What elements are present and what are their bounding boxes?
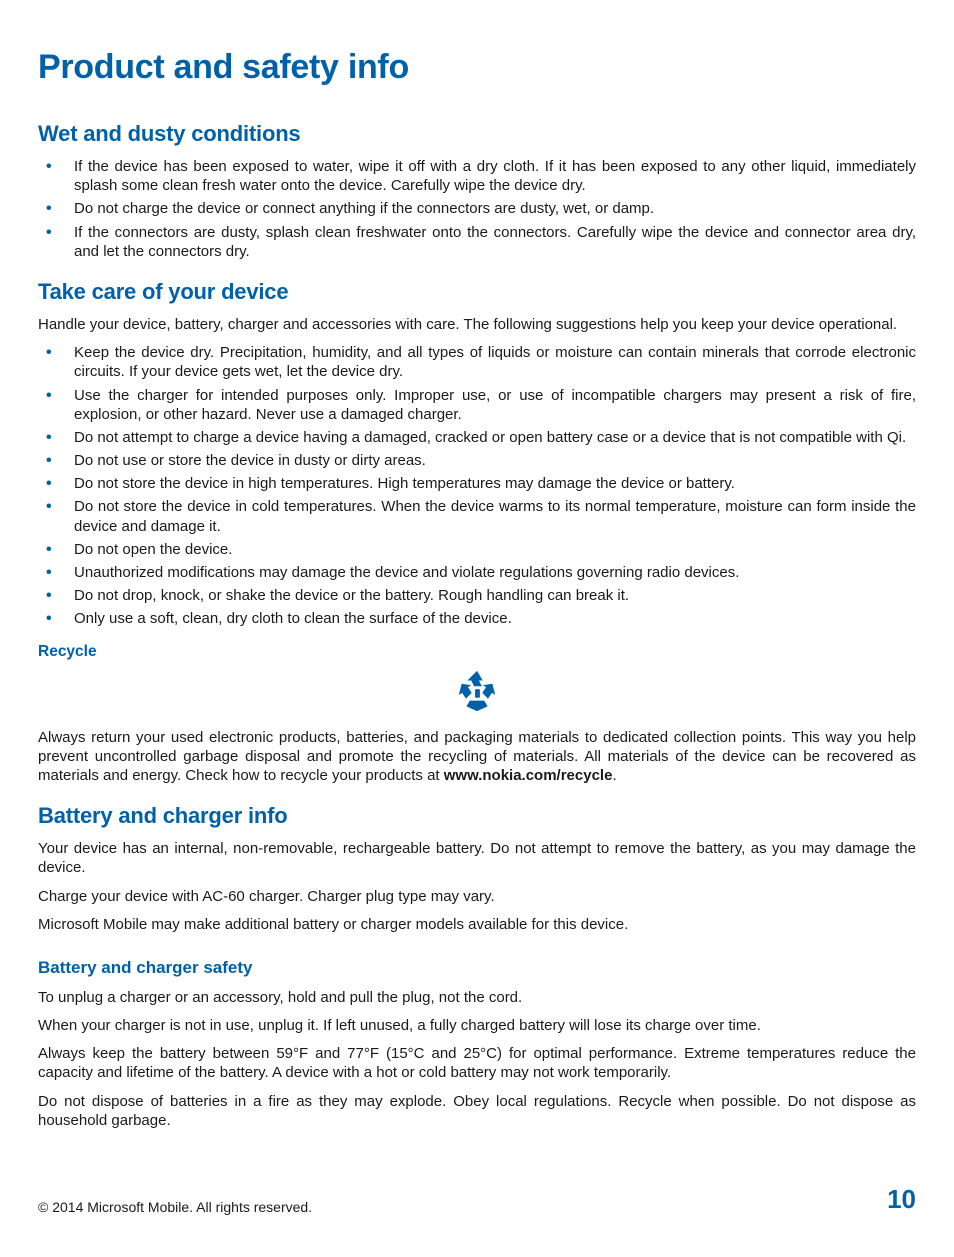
recycle-heading: Recycle [38,643,916,661]
page-title: Product and safety info [38,48,916,87]
battery-p2: Charge your device with AC-60 charger. C… [38,887,916,906]
list-item: If the device has been exposed to water,… [38,157,916,195]
section-heading-battery: Battery and charger info [38,803,916,829]
recycle-icon [38,667,916,720]
recycle-text: Always return your used electronic produ… [38,728,916,786]
list-item: Only use a soft, clean, dry cloth to cle… [38,609,916,628]
list-item: Do not drop, knock, or shake the device … [38,586,916,605]
list-item: Do not attempt to charge a device having… [38,428,916,447]
safety-p4: Do not dispose of batteries in a fire as… [38,1092,916,1130]
list-item: Do not store the device in cold temperat… [38,497,916,535]
safety-p1: To unplug a charger or an accessory, hol… [38,988,916,1007]
page-footer: © 2014 Microsoft Mobile. All rights rese… [38,1184,916,1215]
battery-p3: Microsoft Mobile may make additional bat… [38,915,916,934]
care-intro: Handle your device, battery, charger and… [38,315,916,334]
list-item: Keep the device dry. Precipitation, humi… [38,343,916,381]
list-item: Use the charger for intended purposes on… [38,386,916,424]
list-item: Do not open the device. [38,540,916,559]
page-number: 10 [887,1184,916,1215]
recycle-url: www.nokia.com/recycle [444,767,613,784]
list-item: Do not use or store the device in dusty … [38,451,916,470]
list-item: Unauthorized modifications may damage th… [38,563,916,582]
battery-p1: Your device has an internal, non-removab… [38,839,916,877]
section-heading-wet: Wet and dusty conditions [38,121,916,147]
list-item: Do not store the device in high temperat… [38,474,916,493]
battery-safety-heading: Battery and charger safety [38,958,916,978]
page-content: Product and safety info Wet and dusty co… [0,0,954,1130]
care-list: Keep the device dry. Precipitation, humi… [38,343,916,628]
safety-p2: When your charger is not in use, unplug … [38,1016,916,1035]
list-item: Do not charge the device or connect anyt… [38,199,916,218]
safety-p3: Always keep the battery between 59°F and… [38,1044,916,1082]
list-item: If the connectors are dusty, splash clea… [38,223,916,261]
copyright-text: © 2014 Microsoft Mobile. All rights rese… [38,1199,312,1215]
wet-list: If the device has been exposed to water,… [38,157,916,261]
section-heading-care: Take care of your device [38,279,916,305]
